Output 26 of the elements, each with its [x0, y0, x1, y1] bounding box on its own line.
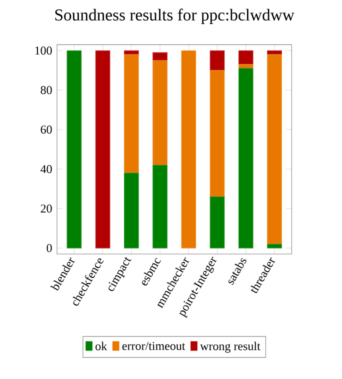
bar [238, 64, 254, 69]
bar [152, 164, 168, 248]
bar [124, 54, 139, 174]
legend-label: wrong result [200, 342, 260, 353]
bar [210, 196, 225, 248]
y-tick-label: 100 [35, 46, 52, 55]
bar [66, 50, 82, 248]
y-tick-label: 80 [40, 86, 52, 94]
bar [210, 70, 225, 197]
bar [181, 50, 196, 248]
legend-label: error/timeout [122, 342, 186, 350]
y-tick-label: 20 [40, 204, 52, 213]
bar [238, 50, 254, 65]
chart-title: Soundness results for ppc:bclwdww [55, 8, 294, 24]
y-tick-label: 40 [40, 165, 52, 174]
bar [267, 54, 282, 244]
legend-label: ok [96, 342, 108, 350]
bar [95, 50, 110, 248]
bar [238, 68, 254, 248]
bar [124, 172, 139, 248]
bar [152, 52, 168, 61]
y-tick-label: 60 [40, 126, 52, 134]
bar [267, 244, 282, 248]
y-tick-label: 0 [46, 244, 52, 252]
bar [210, 50, 225, 71]
bar [152, 60, 168, 166]
